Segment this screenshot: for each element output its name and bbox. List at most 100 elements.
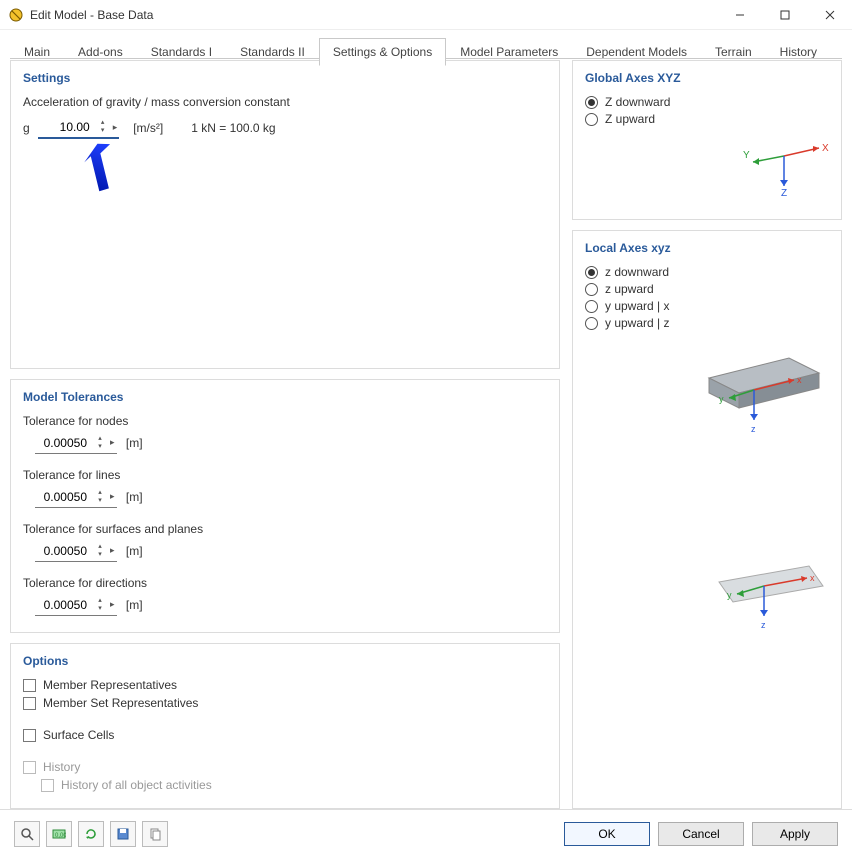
window-controls xyxy=(717,0,852,30)
radio-z-upward[interactable]: Z upward xyxy=(585,112,829,126)
global-axis-diagram: X Y Z xyxy=(585,138,829,198)
spin-down-icon[interactable]: ▾ xyxy=(97,127,109,135)
search-button[interactable] xyxy=(14,821,40,847)
tolerance-surfaces-unit: [m] xyxy=(126,544,143,558)
radio-icon[interactable] xyxy=(585,113,598,126)
spinner-controls[interactable]: ▴▾ xyxy=(94,543,106,559)
checkbox-icon[interactable] xyxy=(23,679,36,692)
gravity-input[interactable]: ▴ ▾ ▸ xyxy=(38,117,120,139)
tolerance-lines-field[interactable] xyxy=(41,490,91,504)
radio-local-z-downward[interactable]: z downward xyxy=(585,265,829,279)
title-bar: Edit Model - Base Data xyxy=(0,0,852,30)
cancel-button[interactable]: Cancel xyxy=(658,822,744,846)
svg-text:Z: Z xyxy=(781,188,787,198)
svg-text:x: x xyxy=(810,573,815,583)
radio-icon[interactable] xyxy=(585,96,598,109)
radio-icon[interactable] xyxy=(585,266,598,279)
picker-arrow-icon[interactable]: ▸ xyxy=(110,491,115,502)
tolerance-lines-input[interactable]: ▴▾ ▸ xyxy=(35,486,117,508)
svg-text:Y: Y xyxy=(743,150,750,161)
tolerance-surfaces-input[interactable]: ▴▾ ▸ xyxy=(35,540,117,562)
tolerance-directions-unit: [m] xyxy=(126,598,143,612)
search-icon xyxy=(20,827,34,841)
radio-local-y-upward-z[interactable]: y upward | z xyxy=(585,316,829,330)
svg-text:z: z xyxy=(761,620,766,630)
check-member-repr[interactable]: Member Representatives xyxy=(23,678,547,692)
tolerance-lines-group: Tolerance for lines ▴▾ ▸ [m] xyxy=(23,468,547,508)
minimize-button[interactable] xyxy=(717,0,762,30)
radio-local-y-upward-z-label: y upward | z xyxy=(605,316,669,330)
tolerance-directions-group: Tolerance for directions ▴▾ ▸ [m] xyxy=(23,576,547,616)
options-title: Options xyxy=(23,654,547,668)
maximize-button[interactable] xyxy=(762,0,807,30)
radio-icon[interactable] xyxy=(585,283,598,296)
kn-conversion: 1 kN = 100.0 kg xyxy=(191,121,275,135)
check-history-all: History of all object activities xyxy=(41,778,547,792)
checkbox-icon[interactable] xyxy=(23,697,36,710)
window-title: Edit Model - Base Data xyxy=(30,8,153,22)
radio-local-y-upward-x[interactable]: y upward | x xyxy=(585,299,829,313)
tolerance-nodes-field[interactable] xyxy=(41,436,91,450)
save-button[interactable] xyxy=(110,821,136,847)
right-column: Global Axes XYZ Z downward Z upward X Y xyxy=(572,60,842,809)
svg-text:y: y xyxy=(727,590,732,600)
units-icon: 0,00 xyxy=(52,827,66,841)
check-surface-cells[interactable]: Surface Cells xyxy=(23,728,547,742)
tolerance-directions-input[interactable]: ▴▾ ▸ xyxy=(35,594,117,616)
content-area: Settings Acceleration of gravity / mass … xyxy=(10,60,842,809)
save-icon xyxy=(116,827,130,841)
svg-text:z: z xyxy=(751,424,756,434)
check-member-set-repr-label: Member Set Representatives xyxy=(43,696,198,710)
copy-button[interactable] xyxy=(142,821,168,847)
svg-text:0,00: 0,00 xyxy=(55,833,66,839)
tolerance-nodes-input[interactable]: ▴▾ ▸ xyxy=(35,432,117,454)
tolerance-surfaces-label: Tolerance for surfaces and planes xyxy=(23,522,203,536)
spinner-controls[interactable]: ▴ ▾ xyxy=(97,119,109,135)
tolerance-surfaces-field[interactable] xyxy=(41,544,91,558)
refresh-icon xyxy=(84,827,98,841)
picker-arrow-icon[interactable]: ▸ xyxy=(110,437,115,448)
check-member-set-repr[interactable]: Member Set Representatives xyxy=(23,696,547,710)
tolerance-nodes-group: Tolerance for nodes ▴▾ ▸ [m] xyxy=(23,414,547,454)
checkbox-icon xyxy=(41,779,54,792)
units-button[interactable]: 0,00 xyxy=(46,821,72,847)
tolerance-lines-unit: [m] xyxy=(126,490,143,504)
radio-local-z-upward[interactable]: z upward xyxy=(585,282,829,296)
radio-z-upward-label: Z upward xyxy=(605,112,655,126)
radio-z-downward[interactable]: Z downward xyxy=(585,95,829,109)
apply-button[interactable]: Apply xyxy=(752,822,838,846)
checkbox-icon xyxy=(23,761,36,774)
tolerance-nodes-unit: [m] xyxy=(126,436,143,450)
tab-settings-options[interactable]: Settings & Options xyxy=(319,38,446,66)
footer-bar: 0,00 OK Cancel Apply xyxy=(0,809,852,857)
check-history-label: History xyxy=(43,760,80,774)
tolerance-lines-label: Tolerance for lines xyxy=(23,468,120,482)
tolerance-directions-field[interactable] xyxy=(41,598,91,612)
radio-icon[interactable] xyxy=(585,317,598,330)
surface-axes-icon: x y z xyxy=(699,558,829,638)
beam-axes-icon: x y z xyxy=(699,348,829,438)
g-symbol: g xyxy=(23,121,30,135)
checkbox-icon[interactable] xyxy=(23,729,36,742)
tolerance-nodes-label: Tolerance for nodes xyxy=(23,414,128,428)
spinner-controls[interactable]: ▴▾ xyxy=(94,435,106,451)
check-history-all-label: History of all object activities xyxy=(61,778,212,792)
picker-arrow-icon[interactable]: ▸ xyxy=(113,122,118,133)
picker-arrow-icon[interactable]: ▸ xyxy=(110,599,115,610)
tolerance-directions-label: Tolerance for directions xyxy=(23,576,147,590)
settings-panel: Settings Acceleration of gravity / mass … xyxy=(10,60,560,369)
options-panel: Options Member Representatives Member Se… xyxy=(10,643,560,809)
gravity-value-field[interactable] xyxy=(44,120,94,134)
left-column: Settings Acceleration of gravity / mass … xyxy=(10,60,560,809)
close-button[interactable] xyxy=(807,0,852,30)
refresh-button[interactable] xyxy=(78,821,104,847)
global-axis-icon: X Y Z xyxy=(739,138,829,198)
picker-arrow-icon[interactable]: ▸ xyxy=(110,545,115,556)
ok-button[interactable]: OK xyxy=(564,822,650,846)
spin-up-icon[interactable]: ▴ xyxy=(97,119,109,127)
spinner-controls[interactable]: ▴▾ xyxy=(94,489,106,505)
local-axes-title: Local Axes xyz xyxy=(585,241,829,255)
spinner-controls[interactable]: ▴▾ xyxy=(94,597,106,613)
radio-icon[interactable] xyxy=(585,300,598,313)
check-surface-cells-label: Surface Cells xyxy=(43,728,114,742)
